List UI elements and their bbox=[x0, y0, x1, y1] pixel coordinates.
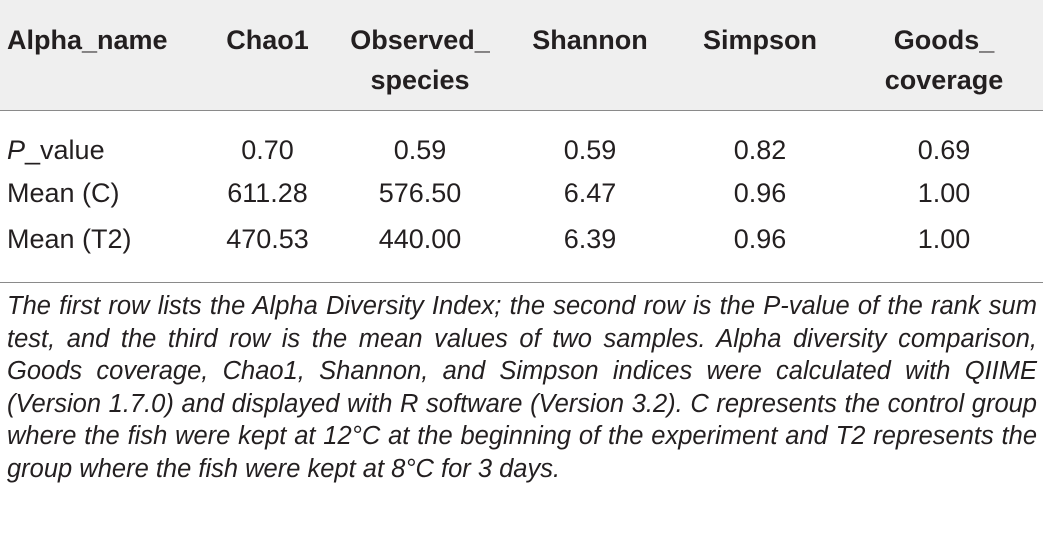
table-header-row: Alpha_name Chao1 Observed_ species Shann… bbox=[0, 0, 1043, 110]
table-row-mean-c: Mean (C) 611.28 576.50 6.47 0.96 1.00 bbox=[0, 170, 1043, 216]
row-label-rest: _value bbox=[25, 134, 105, 165]
table-row-p-value: P_value 0.70 0.59 0.59 0.82 0.69 bbox=[0, 110, 1043, 170]
header-simpson: Simpson bbox=[675, 0, 845, 110]
row-label: Mean (C) bbox=[7, 177, 120, 208]
header-line: Alpha_name bbox=[7, 25, 168, 55]
table-footnote: The first row lists the Alpha Diversity … bbox=[7, 292, 1037, 483]
header-line: Simpson bbox=[702, 25, 817, 55]
table-cell: 576.50 bbox=[378, 177, 462, 208]
table-cell: 0.96 bbox=[733, 223, 787, 254]
table-cell: 0.59 bbox=[563, 134, 617, 165]
header-line: species bbox=[370, 65, 470, 95]
table-bottom-rule bbox=[0, 282, 1043, 283]
table-cell: 1.00 bbox=[917, 177, 971, 208]
header-chao1: Chao1 bbox=[200, 0, 335, 110]
row-label: P_value bbox=[0, 110, 200, 170]
header-shannon: Shannon bbox=[505, 0, 675, 110]
header-line: coverage bbox=[884, 65, 1004, 95]
header-goods-coverage: Goods_ coverage bbox=[845, 0, 1043, 110]
table-cell: 0.59 bbox=[393, 134, 447, 165]
header-divider bbox=[0, 110, 1043, 111]
table-cell: 6.47 bbox=[563, 177, 617, 208]
table-cell: 470.53 bbox=[226, 223, 309, 254]
header-alpha-name: Alpha_name bbox=[0, 0, 200, 110]
table-cell: 0.82 bbox=[733, 134, 787, 165]
header-line: Observed_ bbox=[350, 25, 490, 55]
table-cell: 6.39 bbox=[563, 223, 617, 254]
table-cell: 611.28 bbox=[227, 177, 308, 208]
table-cell: 0.70 bbox=[241, 134, 294, 165]
header-line: Goods_ bbox=[893, 25, 995, 55]
row-label-italic: P bbox=[7, 134, 26, 165]
header-line: Chao1 bbox=[226, 25, 309, 55]
table-cell: 0.96 bbox=[733, 177, 787, 208]
header-observed-species: Observed_ species bbox=[335, 0, 505, 110]
table-cell: 1.00 bbox=[917, 223, 971, 254]
table-header-background bbox=[0, 0, 1043, 110]
alpha-diversity-table: Alpha_name Chao1 Observed_ species Shann… bbox=[0, 0, 1043, 262]
table-cell: 440.00 bbox=[378, 223, 462, 254]
table-row-mean-t2: Mean (T2) 470.53 440.00 6.39 0.96 1.00 bbox=[0, 216, 1043, 262]
row-label: Mean (T2) bbox=[7, 223, 132, 254]
table-cell: 0.69 bbox=[917, 134, 971, 165]
header-line: Shannon bbox=[532, 25, 648, 55]
